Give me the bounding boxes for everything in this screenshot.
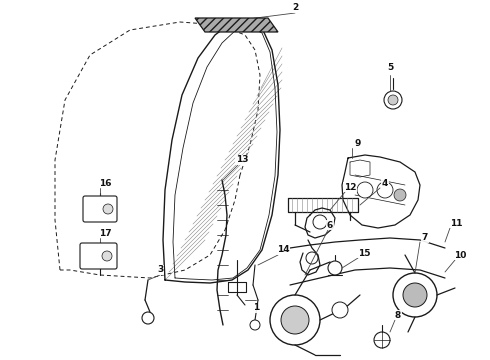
Polygon shape [195,18,278,32]
Text: 12: 12 [344,183,356,192]
Text: 7: 7 [422,234,428,243]
Text: 1: 1 [253,303,259,312]
Text: 16: 16 [99,179,111,188]
Text: 13: 13 [236,156,248,165]
Text: 14: 14 [277,246,289,255]
Circle shape [393,273,437,317]
Text: 17: 17 [98,229,111,238]
Text: 3: 3 [157,266,163,274]
Circle shape [357,182,373,198]
Circle shape [270,295,320,345]
Circle shape [306,252,318,264]
Text: 10: 10 [454,251,466,260]
Circle shape [332,302,348,318]
FancyBboxPatch shape [83,196,117,222]
Circle shape [142,312,154,324]
Text: 6: 6 [327,220,333,230]
FancyBboxPatch shape [80,243,117,269]
Text: 15: 15 [358,248,370,257]
Circle shape [394,189,406,201]
Text: 4: 4 [382,179,388,188]
Text: 9: 9 [355,139,361,148]
Circle shape [102,251,112,261]
Circle shape [403,283,427,307]
Circle shape [328,261,342,275]
Circle shape [388,95,398,105]
Circle shape [103,204,113,214]
Circle shape [374,332,390,348]
Circle shape [313,215,327,229]
Text: 11: 11 [450,219,462,228]
Circle shape [281,306,309,334]
Circle shape [250,320,260,330]
Text: 2: 2 [292,4,298,13]
Text: 8: 8 [395,310,401,320]
Circle shape [384,91,402,109]
Text: 5: 5 [387,63,393,72]
Circle shape [377,182,393,198]
